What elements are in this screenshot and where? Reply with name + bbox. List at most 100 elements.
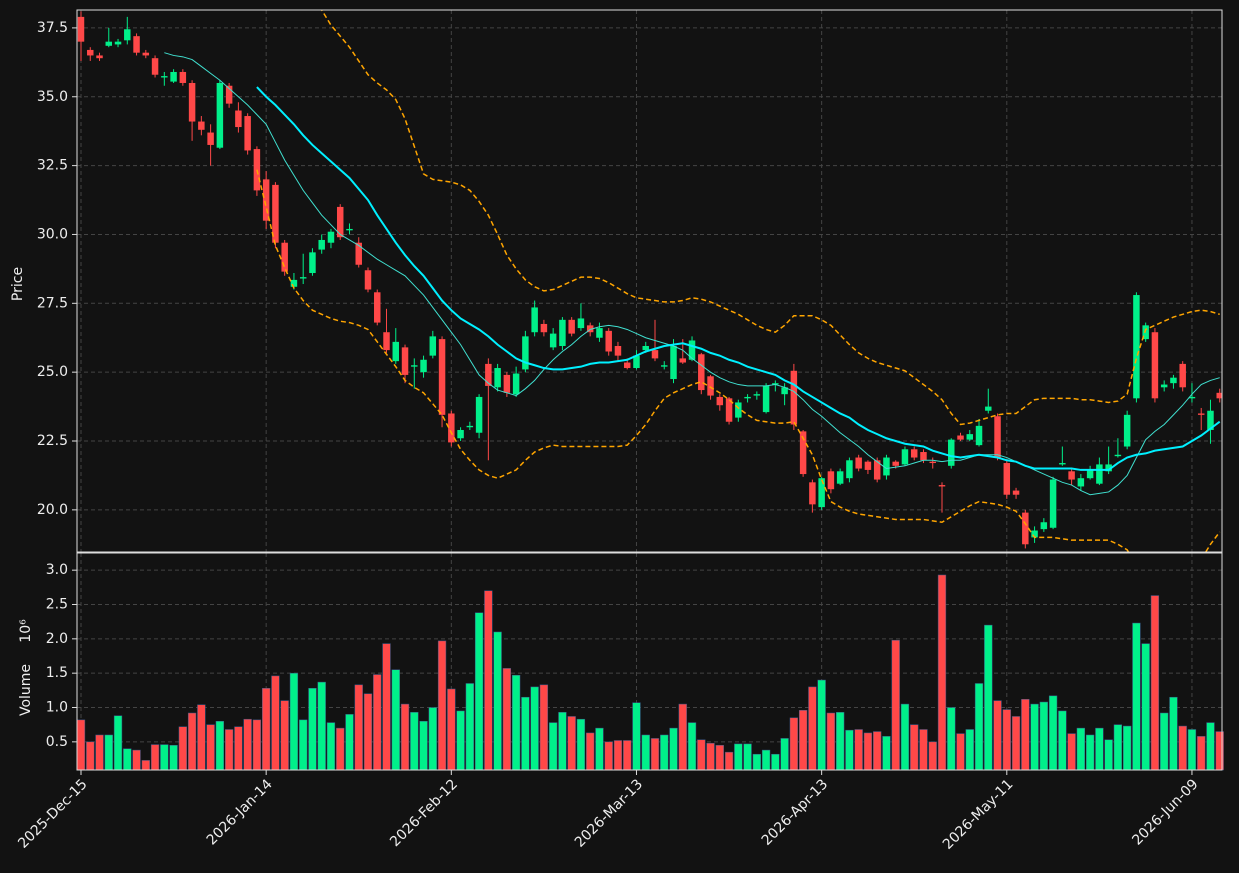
candle-body xyxy=(818,478,825,508)
candle-body xyxy=(290,279,298,287)
volume-bar xyxy=(1058,710,1067,771)
volume-bar xyxy=(178,726,187,771)
y-tick-label: 1.5 xyxy=(46,665,68,681)
y-tick-label: 32.5 xyxy=(37,158,68,174)
candle-body xyxy=(1040,522,1048,530)
y-tick-label: 27.5 xyxy=(37,295,68,311)
candle-body xyxy=(716,396,724,406)
candle-body xyxy=(457,429,464,439)
candle-body xyxy=(1207,410,1214,430)
volume-bar xyxy=(1011,716,1021,771)
volume-bar xyxy=(1076,727,1086,771)
candle-body xyxy=(559,319,566,346)
candle-body xyxy=(540,323,548,333)
volume-frame xyxy=(76,552,1223,771)
volume-bar xyxy=(724,751,734,771)
candle-body xyxy=(485,363,492,386)
candle-body xyxy=(151,58,159,75)
volume-bar xyxy=(993,700,1002,771)
volume-bar xyxy=(965,729,974,771)
candle-body xyxy=(549,333,557,348)
candle-body xyxy=(494,368,501,388)
volume-bar xyxy=(780,738,789,771)
candle-body xyxy=(1059,463,1066,465)
candle-body xyxy=(957,435,964,440)
volume-bar xyxy=(215,720,225,771)
candle-body xyxy=(605,330,612,352)
volume-bar xyxy=(187,712,197,771)
volume-bar xyxy=(669,727,678,771)
volume-bar xyxy=(197,704,206,771)
candle-body xyxy=(781,387,788,395)
volume-bar xyxy=(95,734,104,771)
volume-bar xyxy=(586,732,595,771)
volume-bar xyxy=(123,748,132,771)
volume-bar xyxy=(493,631,502,771)
candle-body xyxy=(994,416,1001,458)
candle-body xyxy=(392,341,400,362)
volume-bar xyxy=(650,738,660,771)
candle-body xyxy=(466,425,474,428)
candle-body xyxy=(1179,363,1186,388)
volume-bar xyxy=(1002,709,1011,771)
candle-body xyxy=(225,85,233,104)
volume-bar xyxy=(373,674,382,771)
volume-bar xyxy=(428,707,437,771)
volume-axis-label: Volume xyxy=(18,664,34,716)
candle-body xyxy=(429,336,437,356)
volume-bar xyxy=(1187,729,1197,771)
volume-bar xyxy=(1178,725,1187,771)
volume-bar xyxy=(891,639,900,771)
candle-body xyxy=(420,359,427,373)
candle-body xyxy=(383,332,390,351)
volume-bar xyxy=(104,734,113,771)
volume-bar xyxy=(734,743,743,771)
volume-bar xyxy=(974,683,984,771)
volume-bar xyxy=(1197,736,1206,771)
price-layer xyxy=(77,10,1222,552)
candle-body xyxy=(661,365,668,367)
volume-bar xyxy=(1169,696,1178,771)
candle-body xyxy=(1216,392,1222,399)
candle-body xyxy=(336,206,344,238)
volume-bar xyxy=(206,724,215,771)
candle-body xyxy=(809,482,816,505)
candle-body xyxy=(318,239,325,250)
volume-bar xyxy=(632,702,641,771)
volume-bar xyxy=(808,686,817,771)
volume-bar xyxy=(937,574,947,771)
overlay-line xyxy=(256,169,1221,552)
volume-bar xyxy=(465,683,474,771)
candle-body xyxy=(281,242,288,272)
volume-exponent: 10⁶ xyxy=(18,619,34,643)
candle-body xyxy=(679,358,687,363)
candle-body xyxy=(985,406,992,411)
candle-body xyxy=(725,398,733,422)
volume-bar xyxy=(271,675,280,771)
volume-bar xyxy=(836,712,845,771)
candle-body xyxy=(179,71,187,83)
volume-bar xyxy=(354,684,363,771)
volume-bar xyxy=(1150,595,1160,771)
candle-body xyxy=(1096,464,1103,484)
candle-body xyxy=(170,71,177,82)
candle-body xyxy=(735,402,742,418)
y-tick-label: 25.0 xyxy=(37,364,68,380)
candle-body xyxy=(253,149,261,191)
volume-bar xyxy=(687,722,697,771)
candle-body xyxy=(1160,384,1168,388)
candle-body xyxy=(623,362,631,369)
volume-bar xyxy=(1206,722,1215,771)
candle-body xyxy=(161,76,168,78)
volume-bar xyxy=(771,753,780,771)
candle-body xyxy=(966,434,974,440)
volume-bar xyxy=(474,612,484,771)
volume-bar xyxy=(1030,703,1039,771)
volume-bar xyxy=(549,722,558,771)
volume-bar xyxy=(928,741,937,771)
overlay-line xyxy=(164,52,1220,496)
candle-body xyxy=(235,110,242,128)
candle-body xyxy=(327,231,335,243)
candle-body xyxy=(586,325,594,333)
y-tick-label: 2.0 xyxy=(46,631,68,647)
